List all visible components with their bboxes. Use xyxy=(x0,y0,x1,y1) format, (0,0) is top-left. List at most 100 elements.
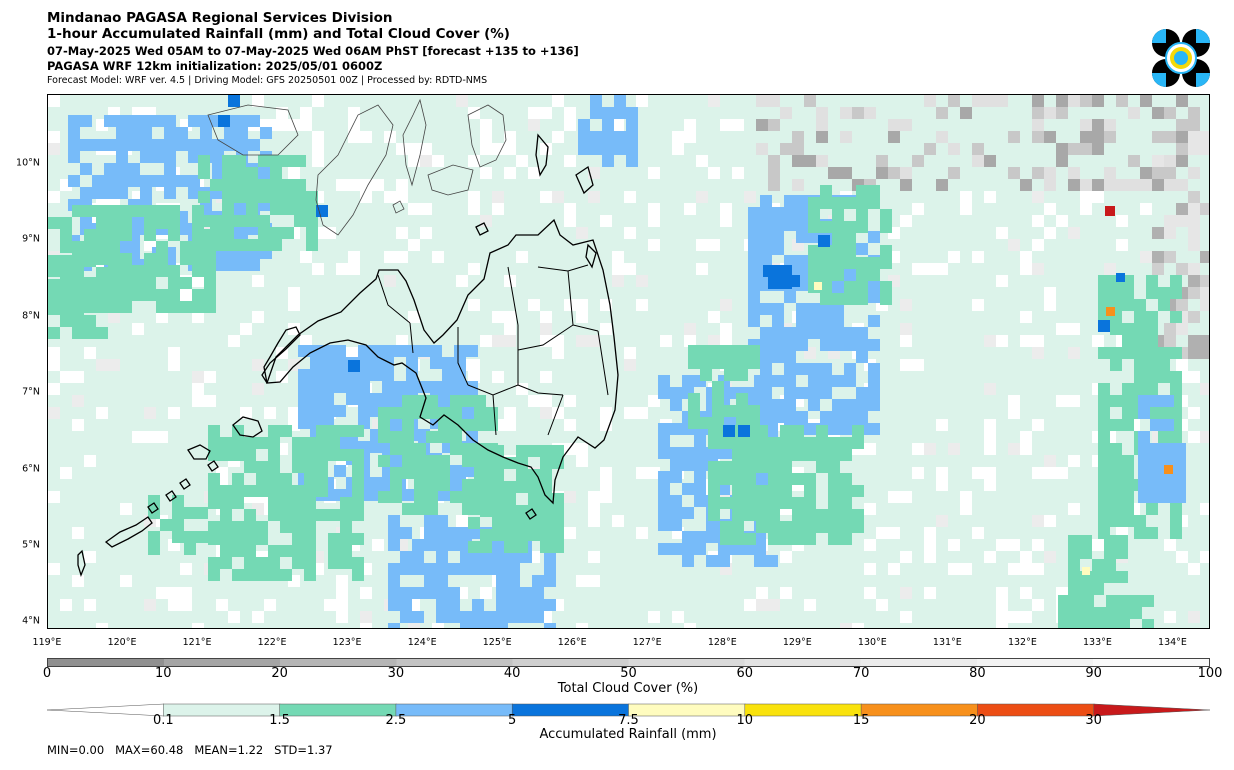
raster-cell xyxy=(1106,595,1118,607)
raster-cell xyxy=(844,293,856,305)
raster-cell xyxy=(252,611,264,623)
raster-cell xyxy=(372,539,384,551)
raster-cell xyxy=(208,425,220,437)
raster-cell xyxy=(760,255,772,267)
raster-cell xyxy=(456,95,468,107)
raster-cell xyxy=(454,369,466,381)
raster-cell xyxy=(868,197,880,209)
raster-cell xyxy=(68,127,80,139)
raster-cell xyxy=(192,383,204,395)
raster-cell xyxy=(1116,95,1128,107)
raster-cell xyxy=(258,179,270,191)
raster-cell xyxy=(528,517,540,529)
raster-cell xyxy=(148,495,160,507)
raster-cell xyxy=(888,167,900,179)
raster-cell xyxy=(748,303,760,315)
raster-cell xyxy=(984,431,996,443)
raster-cell xyxy=(1094,619,1106,628)
longitude-tick-label: 130°E xyxy=(857,637,887,648)
raster-cell xyxy=(670,459,682,471)
raster-cell xyxy=(708,335,720,347)
raster-cell xyxy=(748,255,760,267)
raster-cell xyxy=(552,517,564,529)
logo-globe xyxy=(1174,51,1188,65)
raster-cell xyxy=(298,381,310,393)
raster-cell xyxy=(492,191,504,203)
raster-cell xyxy=(816,131,828,143)
raster-cell xyxy=(724,369,736,381)
raster-cell xyxy=(682,555,694,567)
raster-cell xyxy=(436,599,448,611)
raster-cell xyxy=(280,485,292,497)
raster-cell xyxy=(840,509,852,521)
raster-cell xyxy=(1200,335,1209,347)
raster-cell xyxy=(60,303,72,315)
raster-cell xyxy=(856,269,868,281)
raster-cell xyxy=(108,301,120,313)
raster-cell xyxy=(1044,167,1056,179)
raster-cell xyxy=(280,497,292,509)
raster-cell xyxy=(820,387,832,399)
raster-cell xyxy=(828,533,840,545)
raster-cell xyxy=(336,599,348,611)
raster-cell xyxy=(768,599,780,611)
raster-cell xyxy=(244,485,256,497)
raster-cell xyxy=(576,335,588,347)
rainfall-color-segment xyxy=(279,703,397,717)
raster-cell xyxy=(600,215,612,227)
raster-cell xyxy=(412,563,424,575)
raster-cell xyxy=(528,167,540,179)
raster-cell xyxy=(156,587,168,599)
raster-cell xyxy=(516,251,528,263)
raster-cell xyxy=(496,587,508,599)
raster-cell xyxy=(1142,595,1154,607)
raster-cell xyxy=(220,497,232,509)
raster-cell xyxy=(270,227,282,239)
raster-cell xyxy=(334,345,346,357)
raster-cell xyxy=(748,219,760,231)
raster-cell xyxy=(1176,551,1188,563)
raster-cell xyxy=(414,443,426,455)
raster-cell xyxy=(192,395,204,407)
raster-cell xyxy=(352,425,364,437)
raster-cell xyxy=(172,519,184,531)
raster-cell xyxy=(590,143,602,155)
raster-cell xyxy=(658,423,670,435)
raster-cell xyxy=(516,481,528,493)
raster-cell xyxy=(1152,131,1164,143)
raster-cell xyxy=(220,437,232,449)
raster-cell xyxy=(292,545,304,557)
raster-cell xyxy=(220,485,232,497)
cloud-cover-colorbar xyxy=(47,658,1210,667)
raster-cell xyxy=(192,289,204,301)
raster-cell xyxy=(450,395,462,407)
raster-cell xyxy=(996,599,1008,611)
raster-cell xyxy=(784,327,796,339)
raster-cell xyxy=(912,443,924,455)
raster-cell xyxy=(960,563,972,575)
raster-cell xyxy=(720,473,732,485)
raster-cell xyxy=(378,431,390,443)
raster-cell xyxy=(144,229,156,241)
raster-cell xyxy=(180,599,192,611)
raster-cell xyxy=(792,143,804,155)
raster-cell xyxy=(276,371,288,383)
raster-cell xyxy=(144,277,156,289)
raster-cell xyxy=(888,131,900,143)
raster-cell xyxy=(232,485,244,497)
raster-cell xyxy=(168,301,180,313)
raster-cell xyxy=(370,477,382,489)
raster-cell xyxy=(132,431,144,443)
raster-cell xyxy=(1098,467,1110,479)
raster-cell xyxy=(900,551,912,563)
raster-cell xyxy=(516,383,528,395)
raster-cell xyxy=(1116,179,1128,191)
raster-cell xyxy=(264,599,276,611)
raster-cell xyxy=(1146,503,1158,515)
raster-cell xyxy=(48,279,60,291)
raster-cell xyxy=(340,509,352,521)
cloud-cover-tick: 70 xyxy=(852,666,870,681)
raster-cell xyxy=(468,541,480,553)
raster-cell xyxy=(1044,107,1056,119)
raster-cell xyxy=(772,303,784,315)
